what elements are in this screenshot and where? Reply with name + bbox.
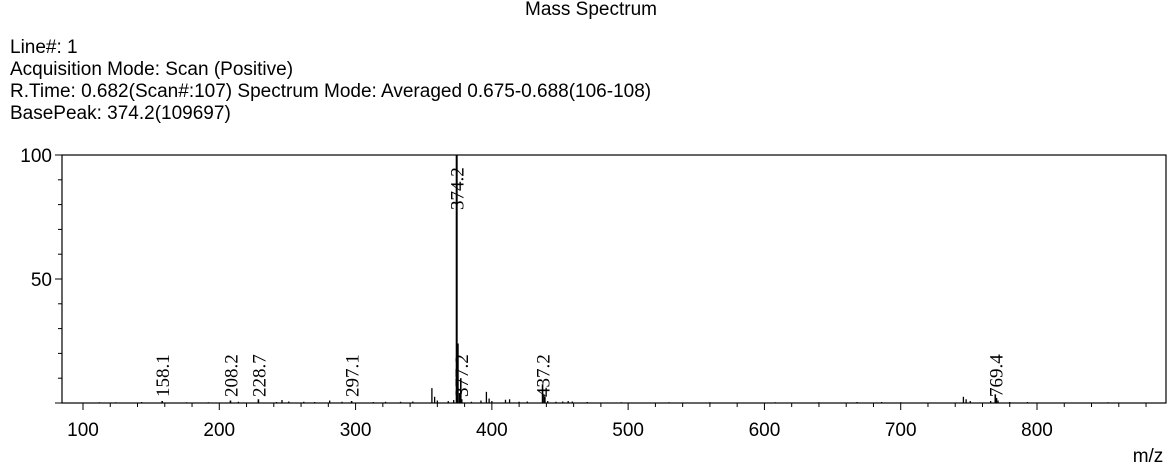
x-axis-label: m/z xyxy=(1133,446,1164,466)
x-tick-label: 100 xyxy=(67,420,99,441)
peak-label: 208.2 xyxy=(221,354,242,397)
x-tick-label: 500 xyxy=(612,420,644,441)
peak-label: 769.4 xyxy=(986,354,1007,397)
acquisition-mode-text: Acquisition Mode: Scan (Positive) xyxy=(10,59,294,80)
peak-label: 374.2 xyxy=(448,167,469,210)
x-tick-label: 800 xyxy=(1021,420,1053,441)
chart-title: Mass Spectrum xyxy=(525,0,657,20)
y-tick-label: 100 xyxy=(20,146,52,167)
axes-group: 100 200 300 400 500 600 700 800 50 100 m/z xyxy=(20,146,1167,466)
peak-label: 377.2 xyxy=(452,354,473,397)
base-peak-text: BasePeak: 374.2(109697) xyxy=(10,103,231,124)
retention-time-text: R.Time: 0.682(Scan#:107) Spectrum Mode: … xyxy=(10,81,652,102)
x-tick-label: 300 xyxy=(340,420,372,441)
peak-label: 158.1 xyxy=(153,354,174,397)
x-tick-label: 200 xyxy=(203,420,235,441)
x-tick-label: 700 xyxy=(885,420,917,441)
peak-label: 297.1 xyxy=(343,354,364,397)
x-tick-label: 400 xyxy=(476,420,508,441)
peak-label: 437.2 xyxy=(534,354,555,397)
y-tick-label: 50 xyxy=(31,270,52,291)
peak-label: 228.7 xyxy=(249,354,270,397)
line-number-text: Line#: 1 xyxy=(10,37,78,58)
peak-labels-group: 158.1 208.2 228.7 297.1 374.2 377.2 437.2 769.4 xyxy=(153,167,1007,397)
x-tick-label: 600 xyxy=(749,420,781,441)
